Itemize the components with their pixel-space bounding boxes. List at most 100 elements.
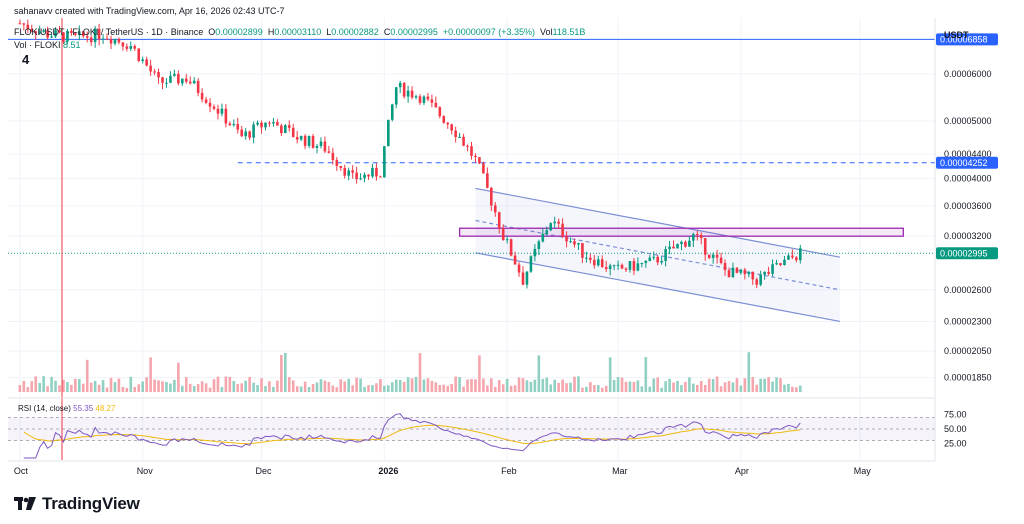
volume-bar xyxy=(188,383,192,392)
candle-body xyxy=(184,78,188,82)
volume-bar xyxy=(684,381,687,392)
volume-bar xyxy=(541,378,545,392)
volume-bar xyxy=(343,381,347,392)
volume-bar xyxy=(616,377,620,392)
volume-bar xyxy=(89,382,93,392)
channel-upper xyxy=(475,187,841,258)
volume-bar xyxy=(470,378,473,392)
volume-bar xyxy=(327,382,331,392)
price-tick-label: 0.00004000 xyxy=(944,174,992,184)
candle-body xyxy=(319,141,323,147)
volume-bar xyxy=(208,387,212,392)
time-axis[interactable]: Oct Nov Dec 2026 Feb Mar Apr May xyxy=(14,466,871,476)
volume-bar xyxy=(18,385,22,392)
volume-bar xyxy=(62,379,65,392)
close-value: 0.00002995 xyxy=(390,27,438,37)
candle-body xyxy=(612,265,616,267)
volume-bar xyxy=(608,357,612,392)
volume-bar xyxy=(763,378,766,392)
volume-bar xyxy=(648,386,652,392)
candle-body xyxy=(268,122,271,124)
volume-bar xyxy=(169,383,172,392)
volume-bar xyxy=(751,377,755,392)
candle-body xyxy=(74,32,77,35)
volume-bar xyxy=(711,379,715,392)
volume-bar xyxy=(747,352,751,392)
candle-body xyxy=(145,59,148,66)
candle-body xyxy=(18,23,22,25)
volume-bar xyxy=(581,387,584,392)
candle-body xyxy=(490,187,493,206)
volume-bar xyxy=(184,377,188,392)
currency-label: USDT xyxy=(944,30,969,40)
volume-bar xyxy=(85,359,89,392)
candle-body xyxy=(446,122,450,125)
price-levels[interactable] xyxy=(8,38,935,254)
volume-bar xyxy=(34,376,38,392)
price-tick-label: 0.00002600 xyxy=(944,285,992,295)
candle-body xyxy=(450,124,453,131)
volume-bar xyxy=(482,378,485,392)
volume-bar xyxy=(347,378,350,392)
volume-bar xyxy=(569,382,572,392)
volume-bar xyxy=(466,379,469,392)
volume-bar xyxy=(430,380,434,392)
candle-body xyxy=(248,131,251,138)
volume-bar xyxy=(668,378,671,392)
volume-bar xyxy=(93,380,97,392)
volume-bar xyxy=(509,385,513,392)
candle-body xyxy=(327,151,331,153)
tradingview-logo[interactable]: TradingView xyxy=(14,494,140,514)
candle-body xyxy=(149,65,152,72)
price-axis[interactable]: 0.00006000 0.00005000 0.00004400 0.00004000… xyxy=(936,33,998,383)
volume-bar xyxy=(133,387,137,392)
volume-bar xyxy=(783,384,786,392)
candle-body xyxy=(141,59,144,61)
volume-bar xyxy=(375,383,378,392)
volume-bar xyxy=(113,382,117,392)
candle-body xyxy=(585,257,588,259)
candle-body xyxy=(66,30,69,42)
candle-body xyxy=(664,249,667,262)
volume-bar xyxy=(311,384,315,392)
candle-body xyxy=(331,152,335,161)
candle-body xyxy=(236,123,240,130)
candle-body xyxy=(192,80,196,84)
rsi-tick-label: 75.00 xyxy=(944,410,967,420)
volume-legend[interactable]: Vol · FLOKI 8.51 xyxy=(14,40,81,50)
candle-body xyxy=(129,46,133,49)
volume-bar xyxy=(478,355,481,392)
volume-bar xyxy=(692,383,695,392)
rsi-line xyxy=(23,413,801,459)
candle-body xyxy=(125,46,129,49)
volume-bar xyxy=(192,386,196,392)
time-tick-label: Feb xyxy=(501,466,517,476)
volume-bar xyxy=(145,377,148,392)
candle-body xyxy=(644,260,648,263)
candle-body xyxy=(747,271,751,275)
candle-body xyxy=(660,261,663,263)
volume-bar xyxy=(58,385,61,392)
candle-body xyxy=(434,102,438,108)
candle-body xyxy=(101,38,105,40)
candle-body xyxy=(188,81,192,84)
rsi-ma-line xyxy=(23,424,801,445)
volume-bar xyxy=(117,378,121,392)
candle-body xyxy=(394,87,398,105)
candle-body xyxy=(493,205,497,213)
candle-body xyxy=(692,234,695,241)
volume-bar xyxy=(719,386,723,392)
candle-body xyxy=(343,167,347,176)
symbol-line[interactable]: FLOKIUSDT · FLOKI / TetherUS · 1D · Bina… xyxy=(14,27,204,37)
volume-bar xyxy=(727,381,731,392)
time-tick-label: Dec xyxy=(256,466,273,476)
descending-channel[interactable] xyxy=(475,187,841,323)
rsi-legend[interactable]: RSI (14, close) 55.35 48.27 xyxy=(18,404,116,413)
volume-bar xyxy=(81,383,85,392)
candle-body xyxy=(565,236,568,242)
candle-body xyxy=(161,77,164,83)
brand-name: TradingView xyxy=(42,494,140,513)
candle-body xyxy=(430,99,434,103)
volume-bar xyxy=(129,376,133,392)
